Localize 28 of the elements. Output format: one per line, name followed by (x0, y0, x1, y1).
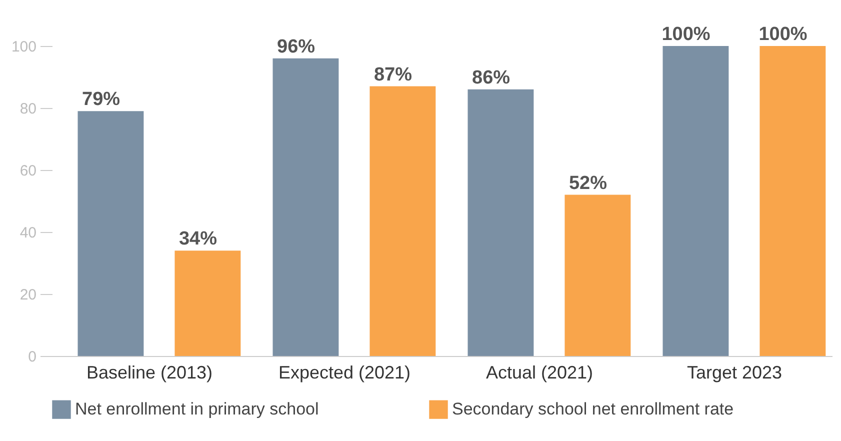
legend-label: Net enrollment in primary school (75, 400, 319, 419)
y-tick-label: 80 (20, 100, 36, 118)
bar (468, 89, 534, 356)
data-label: 87% (374, 64, 412, 86)
y-tick-label: 0 (28, 348, 36, 366)
bar (174, 250, 241, 356)
data-label: 79% (82, 89, 120, 110)
bar (760, 46, 826, 356)
data-label: 100% (758, 24, 808, 45)
data-label: 52% (568, 172, 608, 194)
x-tick-label: Actual (2021) (486, 362, 594, 382)
data-label: 34% (178, 228, 218, 250)
y-tick-label: 60 (20, 162, 36, 180)
y-tick-label: 20 (20, 286, 36, 304)
legend-label: Secondary school net enrollment rate (452, 400, 734, 419)
y-tick-label: 40 (20, 224, 36, 242)
data-label: 100% (662, 24, 710, 45)
data-label: 96% (277, 36, 316, 58)
x-tick-label: Expected (2021) (278, 362, 411, 382)
bar (564, 194, 631, 356)
bar (78, 111, 144, 356)
bar (662, 46, 729, 356)
bar (370, 86, 436, 356)
x-tick-label: Target 2023 (686, 362, 782, 382)
x-tick-label: Baseline (2013) (86, 362, 213, 382)
bar (272, 58, 339, 356)
y-tick-label: 100 (11, 38, 36, 56)
data-label: 86% (472, 67, 510, 88)
